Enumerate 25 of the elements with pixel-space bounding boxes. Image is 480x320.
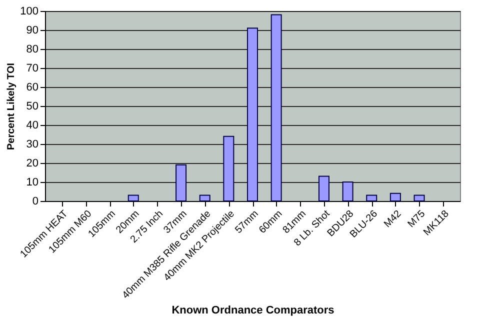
y-tick-label: 100 <box>20 6 38 18</box>
bar <box>176 164 187 202</box>
x-axis-title: Known Ordnance Comparators <box>172 304 334 316</box>
y-axis-title: Percent Likely TOI <box>6 62 18 150</box>
bar <box>270 14 282 202</box>
y-tick-label: 50 <box>26 100 38 112</box>
y-tick-label: 70 <box>26 62 38 74</box>
y-tick-label: 10 <box>26 176 38 188</box>
y-tick-label: 0 <box>32 196 38 208</box>
bar <box>366 194 378 202</box>
y-tick-label: 80 <box>26 44 38 56</box>
y-tick-label: 60 <box>26 82 38 94</box>
bar <box>318 176 330 202</box>
bar <box>390 192 401 202</box>
y-tick-label: 90 <box>26 24 38 36</box>
bar <box>128 194 139 202</box>
y-tick-label: 30 <box>26 138 38 150</box>
x-tick-label: M42 <box>382 208 404 230</box>
bar <box>247 28 258 202</box>
bar <box>223 136 234 202</box>
y-tick-label: 40 <box>26 120 38 132</box>
bar <box>414 194 425 202</box>
bar <box>199 194 210 202</box>
y-tick-label: 20 <box>26 158 38 170</box>
bar <box>342 182 354 202</box>
